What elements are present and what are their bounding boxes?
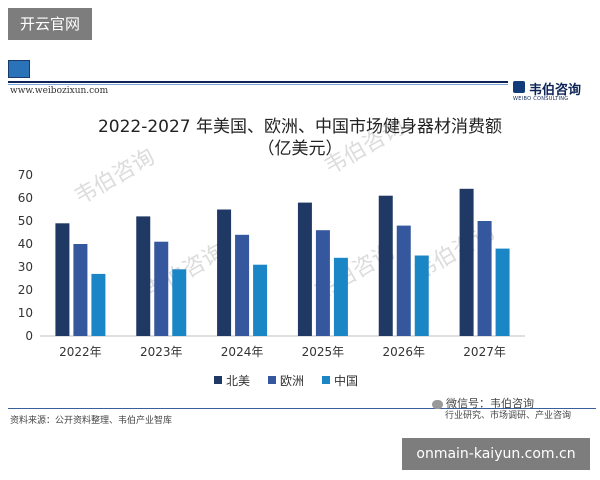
legend: 北美 欧洲 中国	[214, 373, 358, 388]
legend-label: 北美	[226, 374, 250, 388]
bar	[378, 195, 393, 336]
y-axis: 0 10 20 30 40 50 60 70	[18, 168, 525, 343]
bar	[172, 269, 187, 336]
bar	[55, 223, 70, 336]
y-tick-label: 20	[18, 283, 33, 297]
bar	[217, 209, 232, 336]
legend-swatch	[322, 376, 330, 384]
logo-english-name: WEIBO CONSULTING	[513, 96, 569, 102]
source-note: 资料来源：公开资料整理、韦伯产业智库	[10, 416, 173, 426]
x-tick-label: 2025年	[302, 345, 345, 359]
legend-label: 中国	[334, 373, 358, 388]
bar	[297, 202, 312, 336]
tagline: 行业研究、市场调研、产业咨询	[445, 411, 572, 421]
bar	[73, 244, 88, 336]
y-tick-label: 40	[18, 237, 33, 251]
legend-label: 欧洲	[280, 374, 304, 388]
bar	[235, 234, 250, 336]
bar	[154, 241, 169, 336]
bars	[55, 188, 510, 336]
x-tick-label: 2022年	[59, 345, 102, 359]
wechat-id: 微信号：韦伯咨询	[432, 395, 534, 411]
y-tick-label: 50	[18, 214, 33, 228]
chart-title: 2022-2027 年美国、欧洲、中国市场健身器材消费额	[98, 117, 502, 137]
x-tick-label: 2024年	[221, 345, 264, 359]
bar	[477, 221, 492, 336]
bar	[136, 216, 151, 336]
logo-name: 韦伯咨询	[529, 83, 582, 98]
bar	[315, 230, 330, 336]
wechat-icon	[432, 399, 443, 409]
bar	[91, 273, 106, 336]
watermark-text: 韦伯咨询	[71, 145, 160, 211]
x-tick-label: 2027年	[463, 345, 506, 359]
y-tick-label: 70	[18, 168, 33, 182]
bar	[414, 255, 429, 336]
header-divider-sub	[8, 84, 508, 85]
x-axis: 2022年 2023年 2024年 2025年 2026年 2027年	[59, 345, 506, 359]
y-tick-label: 10	[18, 306, 33, 320]
site-url: www.weibozixun.com	[10, 86, 109, 96]
y-tick-label: 60	[18, 191, 33, 205]
domain-badge: onmain-kaiyun.com.cn	[402, 438, 590, 470]
header-square-icon	[8, 60, 30, 78]
logo-icon	[513, 81, 525, 93]
wechat-text: 微信号：韦伯咨询	[446, 397, 534, 410]
bar	[396, 225, 411, 336]
y-tick-label: 30	[18, 260, 33, 274]
bar	[495, 248, 510, 336]
bar	[333, 257, 348, 336]
header-divider	[8, 81, 508, 83]
y-tick-label: 0	[25, 329, 33, 343]
legend-swatch	[214, 376, 222, 384]
site-badge: 开云官网	[8, 8, 92, 40]
footer-divider	[8, 408, 596, 409]
chart-subtitle: （亿美元）	[258, 139, 343, 159]
x-tick-label: 2023年	[140, 345, 183, 359]
bar	[253, 264, 268, 336]
x-tick-label: 2026年	[382, 345, 425, 359]
bar	[459, 188, 474, 336]
legend-swatch	[268, 376, 276, 384]
